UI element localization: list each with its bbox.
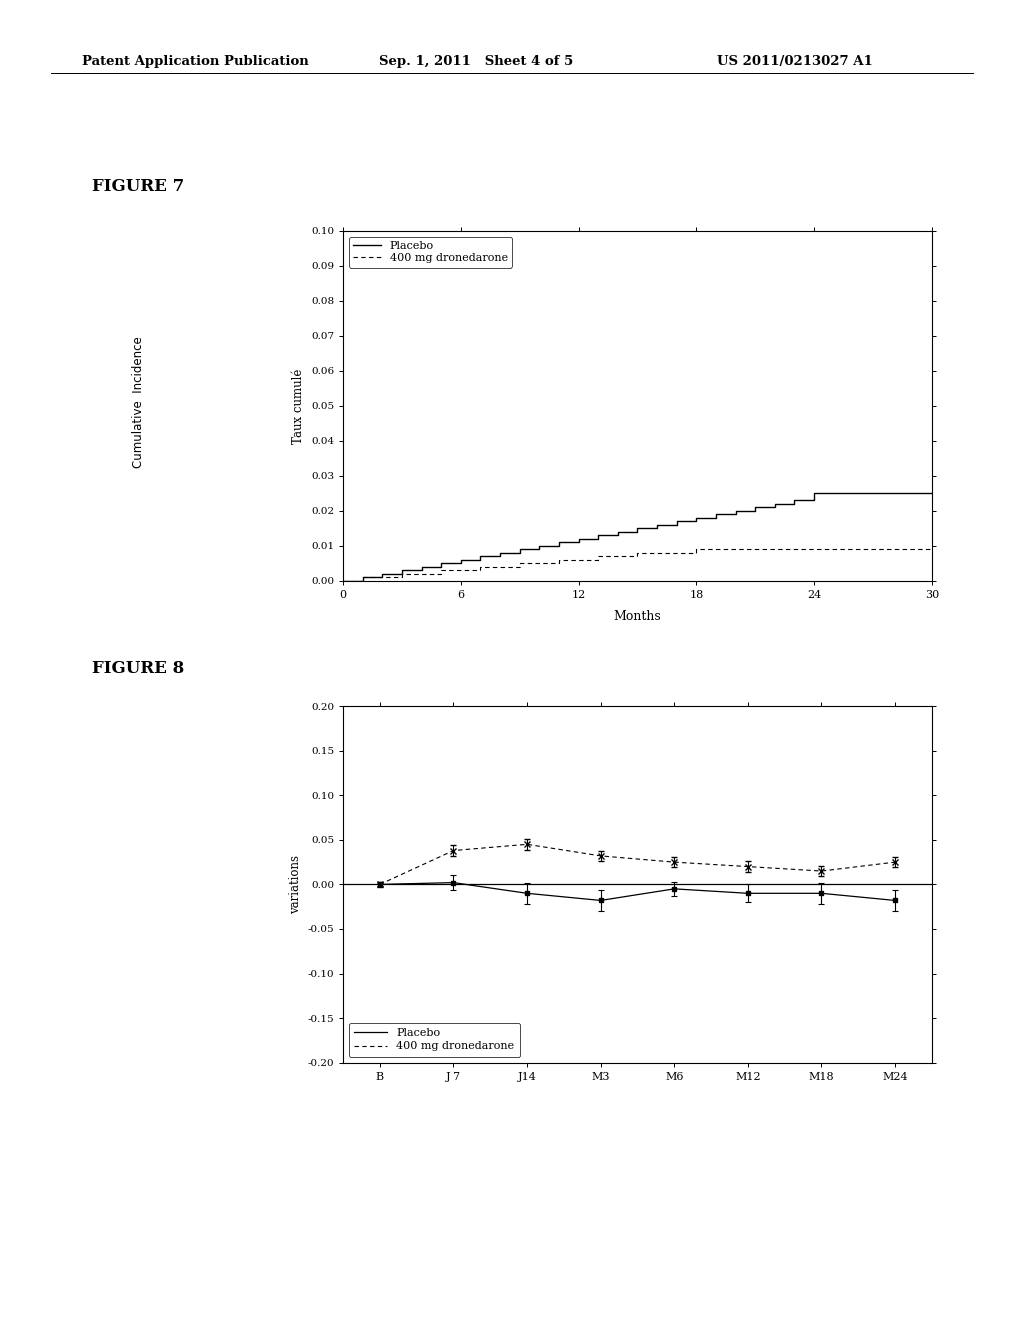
Y-axis label: Taux cumulé: Taux cumulé: [292, 368, 305, 444]
Text: FIGURE 8: FIGURE 8: [92, 660, 184, 677]
Text: Cumulative  Incidence: Cumulative Incidence: [132, 337, 144, 469]
Legend: Placebo, 400 mg dronedarone: Placebo, 400 mg dronedarone: [348, 236, 512, 268]
Text: Months: Months: [613, 610, 660, 623]
Legend: Placebo, 400 mg dronedarone: Placebo, 400 mg dronedarone: [348, 1023, 520, 1057]
Text: FIGURE 7: FIGURE 7: [92, 178, 184, 195]
Y-axis label: variations: variations: [289, 855, 302, 913]
Text: Patent Application Publication: Patent Application Publication: [82, 55, 308, 69]
Text: US 2011/0213027 A1: US 2011/0213027 A1: [717, 55, 872, 69]
Text: Sep. 1, 2011   Sheet 4 of 5: Sep. 1, 2011 Sheet 4 of 5: [379, 55, 573, 69]
